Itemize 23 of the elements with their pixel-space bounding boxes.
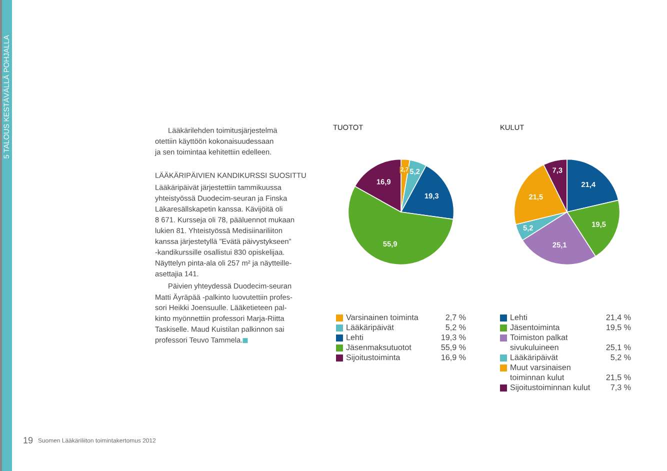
legend-label: Sijoitustoiminnan kulut [510, 384, 590, 392]
text: 21,5 % [606, 374, 631, 382]
text: 21,4 % [606, 314, 631, 322]
legend-label: Lääkäripäivät [346, 324, 394, 332]
text: 19,5 % [606, 324, 631, 332]
legend-label: Lehti [346, 334, 363, 340]
text: 55,9 % [441, 344, 466, 352]
text: 7,3 % [610, 384, 631, 392]
legend-label: Jäsentoiminta [510, 324, 560, 330]
text: 5,2 % [446, 324, 466, 332]
legend-label: Jäsenmaksutuotot [346, 344, 412, 350]
legend-label: Lääkäripäivät [510, 354, 558, 362]
text: 2,7 % [446, 314, 466, 322]
legend-label: Toimiston palkat sivukuluineen [510, 334, 568, 350]
legend-label: Muut varsinaisen toiminnan kulut [510, 364, 570, 380]
legend-label: Lehti [510, 314, 527, 320]
text: 19,3 % [442, 334, 466, 342]
text: 5,2 % [610, 354, 631, 362]
text: 16,9 % [442, 354, 466, 362]
legend-label: Varsinainen toiminta [346, 314, 418, 320]
text: 19 [24, 437, 33, 444]
legend-label: Sijoitustoiminta [346, 354, 400, 362]
text: 25,1 % [606, 344, 631, 352]
